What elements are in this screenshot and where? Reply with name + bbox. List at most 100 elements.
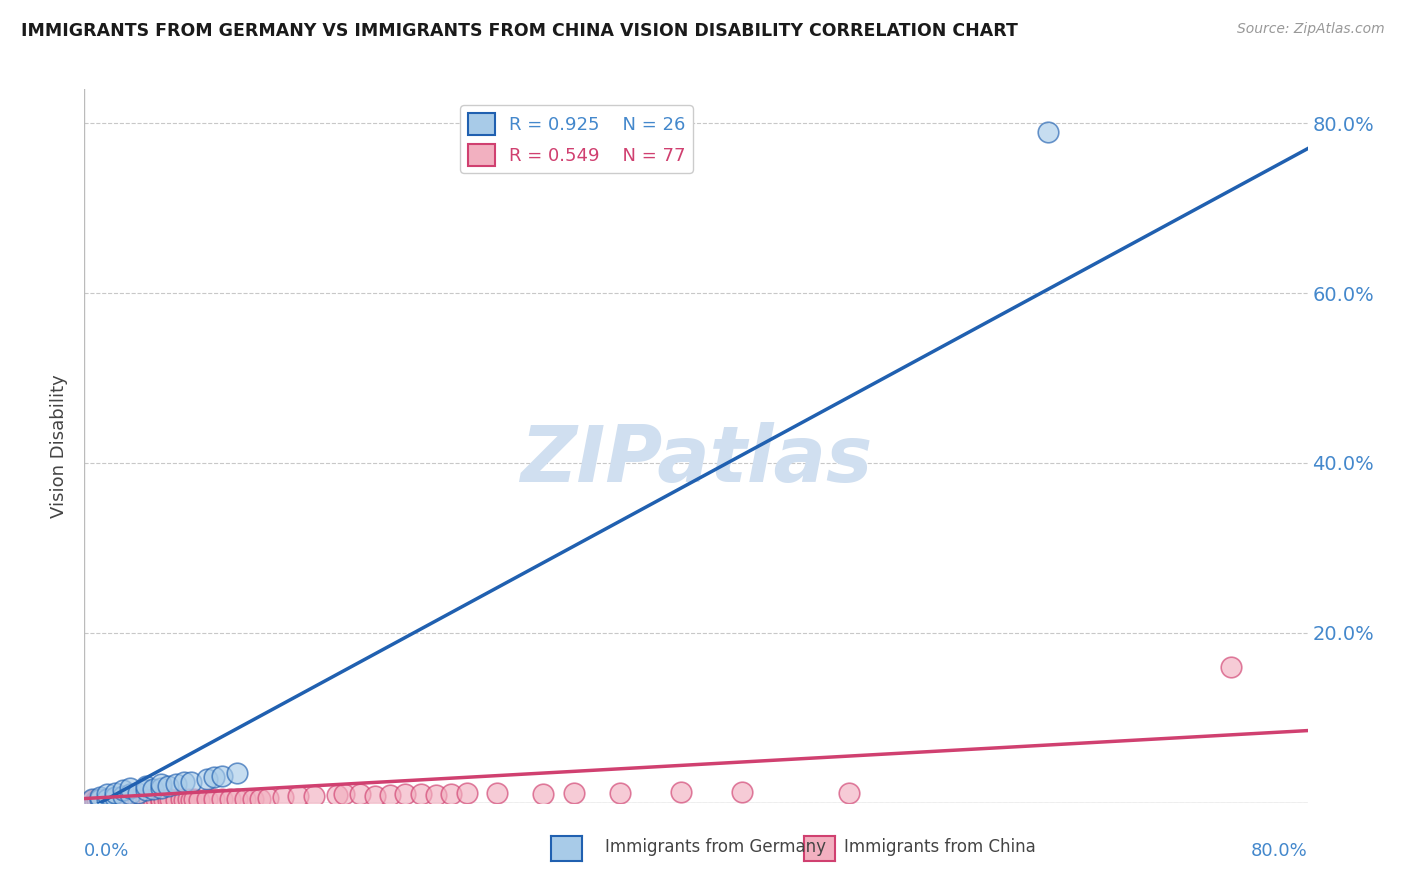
Point [609,786,631,800]
Point [111,793,134,807]
Point [89,791,111,805]
Point [349,787,371,801]
Point [127,793,149,807]
Point [165,777,187,791]
Point [562,786,585,800]
Point [531,787,554,801]
Text: 80.0%: 80.0% [1251,842,1308,860]
Point [135,794,157,808]
Point [202,792,225,806]
Point [271,789,294,804]
Point [135,779,157,793]
Point [84,794,107,808]
Point [91,794,114,808]
Point [80,793,103,807]
Point [669,785,692,799]
Point [409,787,432,801]
Text: Source: ZipAtlas.com: Source: ZipAtlas.com [1237,22,1385,37]
Y-axis label: Vision Disability: Vision Disability [51,374,69,518]
Point [233,792,256,806]
Point [122,793,145,807]
Point [394,787,416,801]
Point [440,787,463,801]
Point [173,775,195,789]
Point [96,792,118,806]
Point [149,777,172,791]
Point [138,793,160,807]
Point [195,792,218,806]
Point [157,793,180,807]
Point [242,792,264,806]
Text: Immigrants from China: Immigrants from China [844,838,1035,856]
Point [188,793,211,807]
Point [93,793,115,807]
Point [127,794,149,808]
Point [104,794,127,808]
Point [364,789,387,803]
Point [127,786,149,800]
Point [89,794,111,808]
Point [111,783,134,797]
Point [380,788,402,802]
Point [325,788,347,802]
Point [115,792,138,806]
Point [157,779,180,793]
Point [96,793,118,807]
Point [226,792,249,806]
Point [456,786,478,800]
Point [211,769,233,783]
Point [142,792,165,806]
Point [96,791,118,805]
Point [149,793,172,807]
Point [165,793,187,807]
Point [135,783,157,797]
Point [124,792,146,806]
Point [120,787,142,801]
Point [183,792,205,806]
Point [80,794,103,808]
Point [104,789,127,804]
Point [135,793,157,807]
Point [177,792,200,806]
Point [202,770,225,784]
Point [108,793,131,807]
Point [218,792,240,806]
Point [333,787,356,801]
Point [195,772,218,786]
Point [302,789,325,803]
Point [180,793,202,807]
Point [142,782,165,797]
Point [104,786,127,800]
Point [101,793,124,807]
Point [486,787,509,801]
Point [145,792,167,806]
Point [149,794,172,808]
Point [731,785,754,799]
Point [425,788,447,802]
Text: IMMIGRANTS FROM GERMANY VS IMMIGRANTS FROM CHINA VISION DISABILITY CORRELATION C: IMMIGRANTS FROM GERMANY VS IMMIGRANTS FR… [21,22,1018,40]
Point [104,792,127,806]
Point [96,787,118,801]
Point [159,792,181,806]
Point [226,766,249,780]
Legend: R = 0.925    N = 26, R = 0.549    N = 77: R = 0.925 N = 26, R = 0.549 N = 77 [460,105,693,173]
Point [838,786,860,800]
Point [180,774,202,789]
Point [104,793,127,807]
Point [111,792,134,806]
Text: Immigrants from Germany: Immigrants from Germany [605,838,825,856]
Point [98,794,121,808]
Point [120,793,142,807]
Point [149,780,172,795]
Point [120,780,142,795]
Point [211,792,233,806]
Point [89,793,111,807]
Point [86,793,108,807]
Point [1220,660,1243,674]
Point [257,790,280,805]
Point [170,792,193,806]
Point [111,789,134,803]
Point [107,794,129,808]
Point [114,793,136,807]
Point [131,793,153,807]
